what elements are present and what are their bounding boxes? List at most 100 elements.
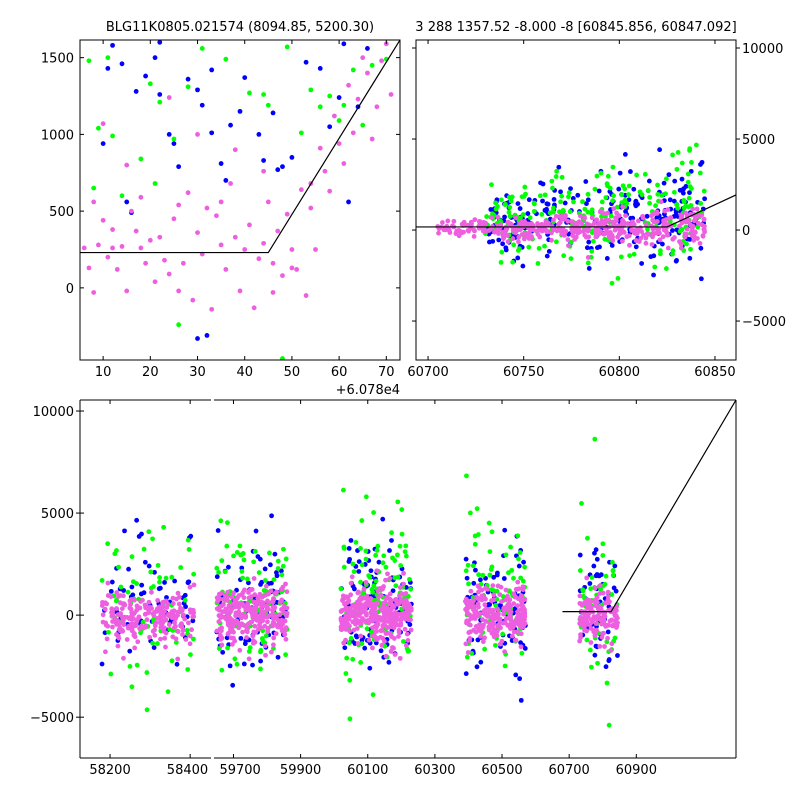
data-point <box>261 158 266 163</box>
data-point <box>256 626 261 632</box>
data-point <box>471 580 477 586</box>
data-point <box>520 584 526 590</box>
data-point <box>516 234 522 240</box>
data-point <box>500 232 506 238</box>
data-point <box>227 663 233 669</box>
data-point <box>633 203 639 209</box>
data-point <box>141 546 147 552</box>
data-point <box>491 592 497 598</box>
data-point <box>383 564 389 570</box>
data-point <box>239 569 245 574</box>
data-point <box>401 581 406 587</box>
data-point <box>341 640 347 646</box>
data-point <box>157 579 162 585</box>
data-point <box>620 183 626 189</box>
data-point <box>176 322 182 328</box>
data-point <box>389 538 394 543</box>
data-point <box>138 156 144 162</box>
data-point <box>490 583 496 589</box>
data-point <box>110 245 115 251</box>
data-point <box>683 203 689 209</box>
data-point <box>579 501 584 506</box>
data-point <box>592 633 598 639</box>
data-point <box>267 550 272 556</box>
data-point <box>445 218 451 224</box>
data-point <box>652 264 658 270</box>
data-point <box>592 436 598 442</box>
data-point <box>368 568 374 574</box>
data-point <box>171 141 177 146</box>
data-point <box>280 563 286 569</box>
data-point <box>125 625 131 631</box>
data-point <box>480 228 486 234</box>
data-point <box>225 631 231 637</box>
data-point <box>303 293 309 298</box>
data-point <box>645 188 651 193</box>
data-point <box>175 612 180 618</box>
data-point <box>593 234 599 240</box>
data-point <box>375 543 381 549</box>
data-point <box>483 220 489 226</box>
data-point <box>513 672 519 678</box>
x-tick-label: 58400 <box>167 763 208 778</box>
data-point <box>214 574 220 580</box>
data-point <box>605 629 611 635</box>
data-point <box>638 235 644 241</box>
data-point <box>127 605 133 611</box>
data-point <box>508 221 514 227</box>
data-point <box>261 92 266 97</box>
data-point <box>403 553 409 559</box>
data-point <box>388 598 393 604</box>
data-point <box>549 230 554 236</box>
data-point <box>364 626 370 632</box>
data-point <box>303 59 309 65</box>
data-point <box>137 626 143 631</box>
data-point <box>568 256 574 262</box>
data-point <box>483 575 488 581</box>
data-point <box>464 654 470 660</box>
data-point <box>244 629 250 635</box>
data-point <box>585 197 591 203</box>
data-point <box>199 46 205 51</box>
data-point <box>353 540 359 545</box>
data-point <box>253 612 259 618</box>
data-point <box>379 58 384 64</box>
data-point <box>400 639 406 644</box>
data-point <box>257 591 263 597</box>
data-point <box>204 333 210 338</box>
data-point <box>239 614 245 619</box>
data-point <box>494 606 500 612</box>
data-point <box>237 647 243 653</box>
data-point <box>585 260 591 266</box>
data-point <box>220 649 226 655</box>
x-tick-label: 70 <box>378 365 395 380</box>
data-point <box>140 619 146 625</box>
data-point <box>119 244 125 249</box>
data-point <box>484 214 490 219</box>
data-point <box>209 306 215 312</box>
data-point <box>222 569 228 575</box>
data-point <box>284 589 290 595</box>
data-point <box>289 155 295 160</box>
data-point <box>475 532 481 537</box>
data-point <box>195 336 200 341</box>
data-point <box>664 176 669 182</box>
data-point <box>580 587 586 593</box>
data-point <box>219 667 225 673</box>
data-point <box>499 249 505 255</box>
data-point <box>628 169 633 174</box>
data-point <box>569 219 575 225</box>
data-point <box>359 562 365 568</box>
data-point <box>503 247 509 253</box>
data-point <box>275 167 281 173</box>
data-point <box>507 612 513 618</box>
data-point <box>390 612 396 617</box>
data-point <box>127 663 133 669</box>
data-point <box>698 201 704 206</box>
data-point <box>336 118 342 123</box>
data-point <box>347 716 353 722</box>
data-point <box>182 616 188 622</box>
data-point <box>344 655 350 661</box>
data-point <box>279 572 285 578</box>
data-point <box>110 42 115 48</box>
